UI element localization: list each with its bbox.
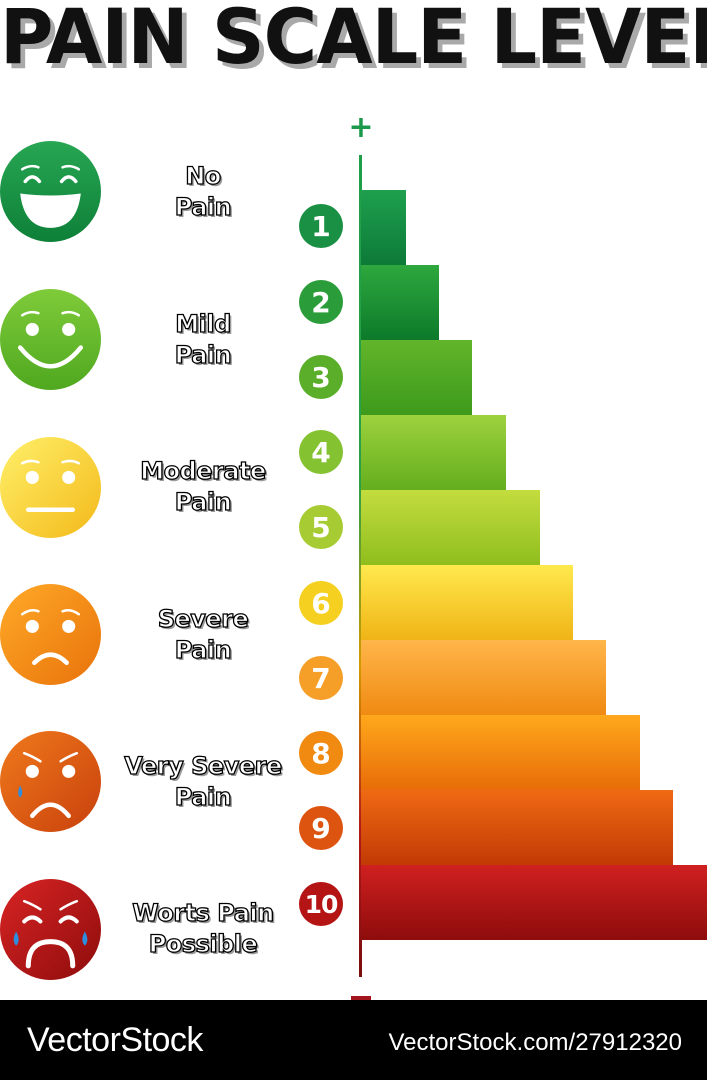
level-badge-8: 8	[299, 731, 343, 775]
label-line: Pain	[174, 487, 232, 516]
level-bar-3	[361, 340, 472, 415]
label-severe-pain: Severe Pain	[113, 604, 293, 666]
level-badge-6: 6	[299, 581, 343, 625]
sad-face-icon	[0, 584, 101, 685]
axis-minus-symbol	[351, 996, 371, 1000]
level-bar-10	[361, 865, 707, 940]
level-bar-5	[361, 490, 540, 565]
smiling-face-icon	[0, 289, 101, 390]
level-bar-1	[361, 190, 406, 265]
label-very-severe-pain: Very Severe Pain	[113, 751, 293, 813]
level-bar-8	[361, 715, 640, 790]
image-url: VectorStock.com/27912320	[388, 1029, 682, 1056]
level-badge-9: 9	[299, 806, 343, 850]
label-line: Possible	[148, 929, 258, 958]
label-line: Mild	[175, 309, 232, 338]
sobbing-face-icon	[0, 879, 101, 980]
label-line: Pain	[174, 340, 232, 369]
level-bar-4	[361, 415, 506, 490]
label-moderate-pain: Moderate Pain	[113, 456, 293, 518]
axis-plus-symbol: +	[348, 110, 374, 145]
neutral-face-icon	[0, 437, 101, 538]
label-line: Worts Pain	[132, 898, 275, 927]
footer-bar: VectorStock VectorStock.com/27912320	[0, 1000, 707, 1080]
label-mild-pain: Mild Pain	[113, 309, 293, 371]
level-bar-6	[361, 565, 573, 640]
label-line: Severe	[157, 604, 249, 633]
page-title: PAIN SCALE LEVEL	[0, 0, 707, 81]
level-bar-7	[361, 640, 606, 715]
label-line: Pain	[174, 782, 232, 811]
level-badge-10: 10	[299, 882, 343, 926]
level-bar-2	[361, 265, 439, 340]
very-happy-face-icon	[0, 141, 101, 242]
level-badge-2: 2	[299, 280, 343, 324]
level-bar-9	[361, 790, 673, 865]
label-worst-pain-possible: Worts Pain Possible	[113, 898, 293, 960]
level-badge-5: 5	[299, 505, 343, 549]
label-line: Moderate	[140, 456, 267, 485]
label-no-pain: No Pain	[113, 161, 293, 223]
label-line: Very Severe	[124, 751, 283, 780]
level-badge-1: 1	[299, 204, 343, 248]
level-badge-3: 3	[299, 355, 343, 399]
pain-axis-line	[359, 155, 362, 977]
level-badge-7: 7	[299, 656, 343, 700]
label-line: Pain	[174, 192, 232, 221]
brand-logo: VectorStock	[27, 1021, 203, 1059]
label-line: No	[185, 161, 222, 190]
level-badge-4: 4	[299, 430, 343, 474]
crying-face-icon	[0, 731, 101, 832]
label-line: Pain	[174, 635, 232, 664]
